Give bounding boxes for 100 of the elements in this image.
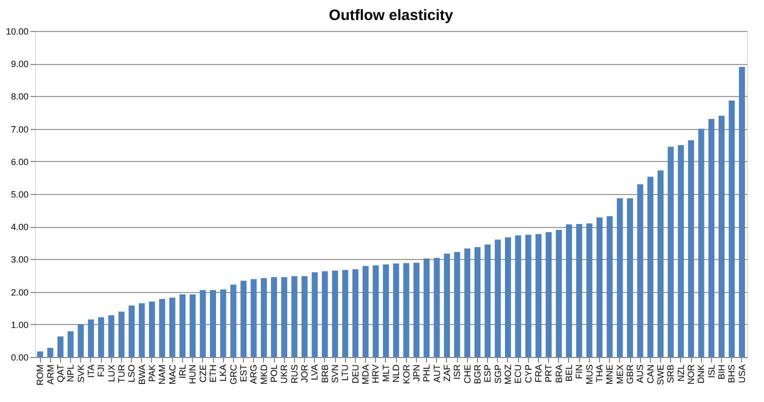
x-tick-label: HUN xyxy=(188,364,198,384)
bar xyxy=(546,232,552,357)
x-tick-label: EST xyxy=(238,364,249,382)
x-tick-label: MOZ xyxy=(502,364,513,384)
x-tick-label: FIN xyxy=(574,364,584,379)
x-tick-label: SVN xyxy=(330,364,340,384)
bar xyxy=(128,305,135,357)
bar xyxy=(393,263,400,357)
bar xyxy=(637,184,644,357)
x-tick-label: BRB xyxy=(320,364,330,384)
x-tick-label: NZL xyxy=(676,364,686,382)
x-tick-label: NPL xyxy=(66,364,76,382)
y-tick-label: 4.00 xyxy=(10,222,28,232)
bar xyxy=(281,277,288,357)
x-tick-label: HRV xyxy=(370,364,381,384)
x-tick-label: USA xyxy=(736,364,747,384)
bar xyxy=(250,279,257,357)
bar xyxy=(738,66,745,357)
x-tick-label: LUX xyxy=(106,364,116,382)
x-tick-label: PAK xyxy=(146,364,157,382)
x-tick-label: PHL xyxy=(422,364,432,382)
bar xyxy=(47,348,54,357)
bar xyxy=(616,198,623,357)
x-tick-label: DNK xyxy=(696,364,706,384)
bar xyxy=(576,224,582,357)
x-tick-label: GBR xyxy=(625,364,636,384)
x-tick-label: NAM xyxy=(157,364,168,384)
x-tick-label: FRA xyxy=(533,364,544,382)
chart-title: Outflow elasticity xyxy=(328,7,454,24)
x-tick-label: UKR xyxy=(279,364,290,384)
bar xyxy=(566,224,572,357)
x-tick-label: DEU xyxy=(350,364,360,384)
x-tick-label: PRT xyxy=(544,364,554,382)
bar xyxy=(372,265,379,357)
bar xyxy=(118,312,124,357)
x-tick-label: MAC xyxy=(167,364,178,384)
bar xyxy=(190,294,196,357)
y-tick-label: 0.00 xyxy=(10,352,28,362)
bar xyxy=(179,294,186,357)
bar xyxy=(98,317,104,357)
bar xyxy=(494,240,501,357)
bar xyxy=(302,276,308,357)
x-tick-label: LTU xyxy=(340,364,350,381)
bar xyxy=(200,290,206,357)
bar xyxy=(291,276,298,357)
x-tick-label: NLD xyxy=(391,364,402,383)
x-tick-label: JPN xyxy=(411,364,422,382)
bar xyxy=(525,234,532,357)
x-tick-label: SGP xyxy=(492,364,503,384)
x-tick-label: NOR xyxy=(686,364,696,384)
bar xyxy=(647,176,654,357)
x-tick-label: RUS xyxy=(289,364,300,384)
x-tick-label: ISL xyxy=(706,364,716,378)
bar xyxy=(678,145,684,357)
x-tick-label: MNE xyxy=(604,364,615,384)
x-tick-label: BRA xyxy=(554,364,564,384)
bar xyxy=(210,290,216,357)
x-tick-label: SWE xyxy=(656,364,666,386)
x-tick-label: CZE xyxy=(198,364,208,382)
x-tick-label: ARM xyxy=(45,364,56,384)
x-tick-label: JOR xyxy=(300,364,310,382)
y-tick-label: 9.00 xyxy=(10,59,28,70)
bar xyxy=(444,254,450,357)
x-tick-label: ESP xyxy=(482,364,493,383)
bar xyxy=(57,336,64,357)
bar xyxy=(504,237,511,357)
y-tick-label: 2.00 xyxy=(10,287,28,298)
bar xyxy=(362,266,369,357)
bar xyxy=(454,252,460,357)
x-tick-label: KOR xyxy=(401,364,412,384)
x-tick-label: POL xyxy=(269,364,280,383)
bar xyxy=(37,351,44,357)
bar xyxy=(658,170,664,357)
x-tick-label: BWA xyxy=(136,364,147,385)
x-tick-label: AUT xyxy=(432,364,442,382)
y-tick-label: 1.00 xyxy=(10,320,28,330)
x-tick-label: GRC xyxy=(228,364,238,384)
x-tick-label: CHE xyxy=(462,364,472,384)
bar xyxy=(596,217,603,357)
y-tick-label: 8.00 xyxy=(10,92,28,102)
bar xyxy=(342,270,348,357)
x-tick-label: IRL xyxy=(177,364,188,379)
bar xyxy=(688,140,694,357)
bar xyxy=(535,234,542,357)
bar xyxy=(413,262,420,357)
bar xyxy=(718,116,725,357)
y-tick-label: 7.00 xyxy=(10,124,28,134)
x-tick-label: CYP xyxy=(523,364,534,384)
bar xyxy=(627,198,634,357)
x-tick-label: ECU xyxy=(513,364,524,384)
bar xyxy=(515,235,522,357)
x-tick-label: ISR xyxy=(452,364,462,380)
bar xyxy=(108,315,114,357)
bar xyxy=(312,272,318,357)
x-tick-label: ETH xyxy=(208,364,218,382)
x-tick-label: BGR xyxy=(472,364,482,384)
x-tick-label: BIH xyxy=(716,364,727,380)
bar xyxy=(434,258,440,357)
bar xyxy=(464,248,470,357)
bar xyxy=(240,280,247,357)
